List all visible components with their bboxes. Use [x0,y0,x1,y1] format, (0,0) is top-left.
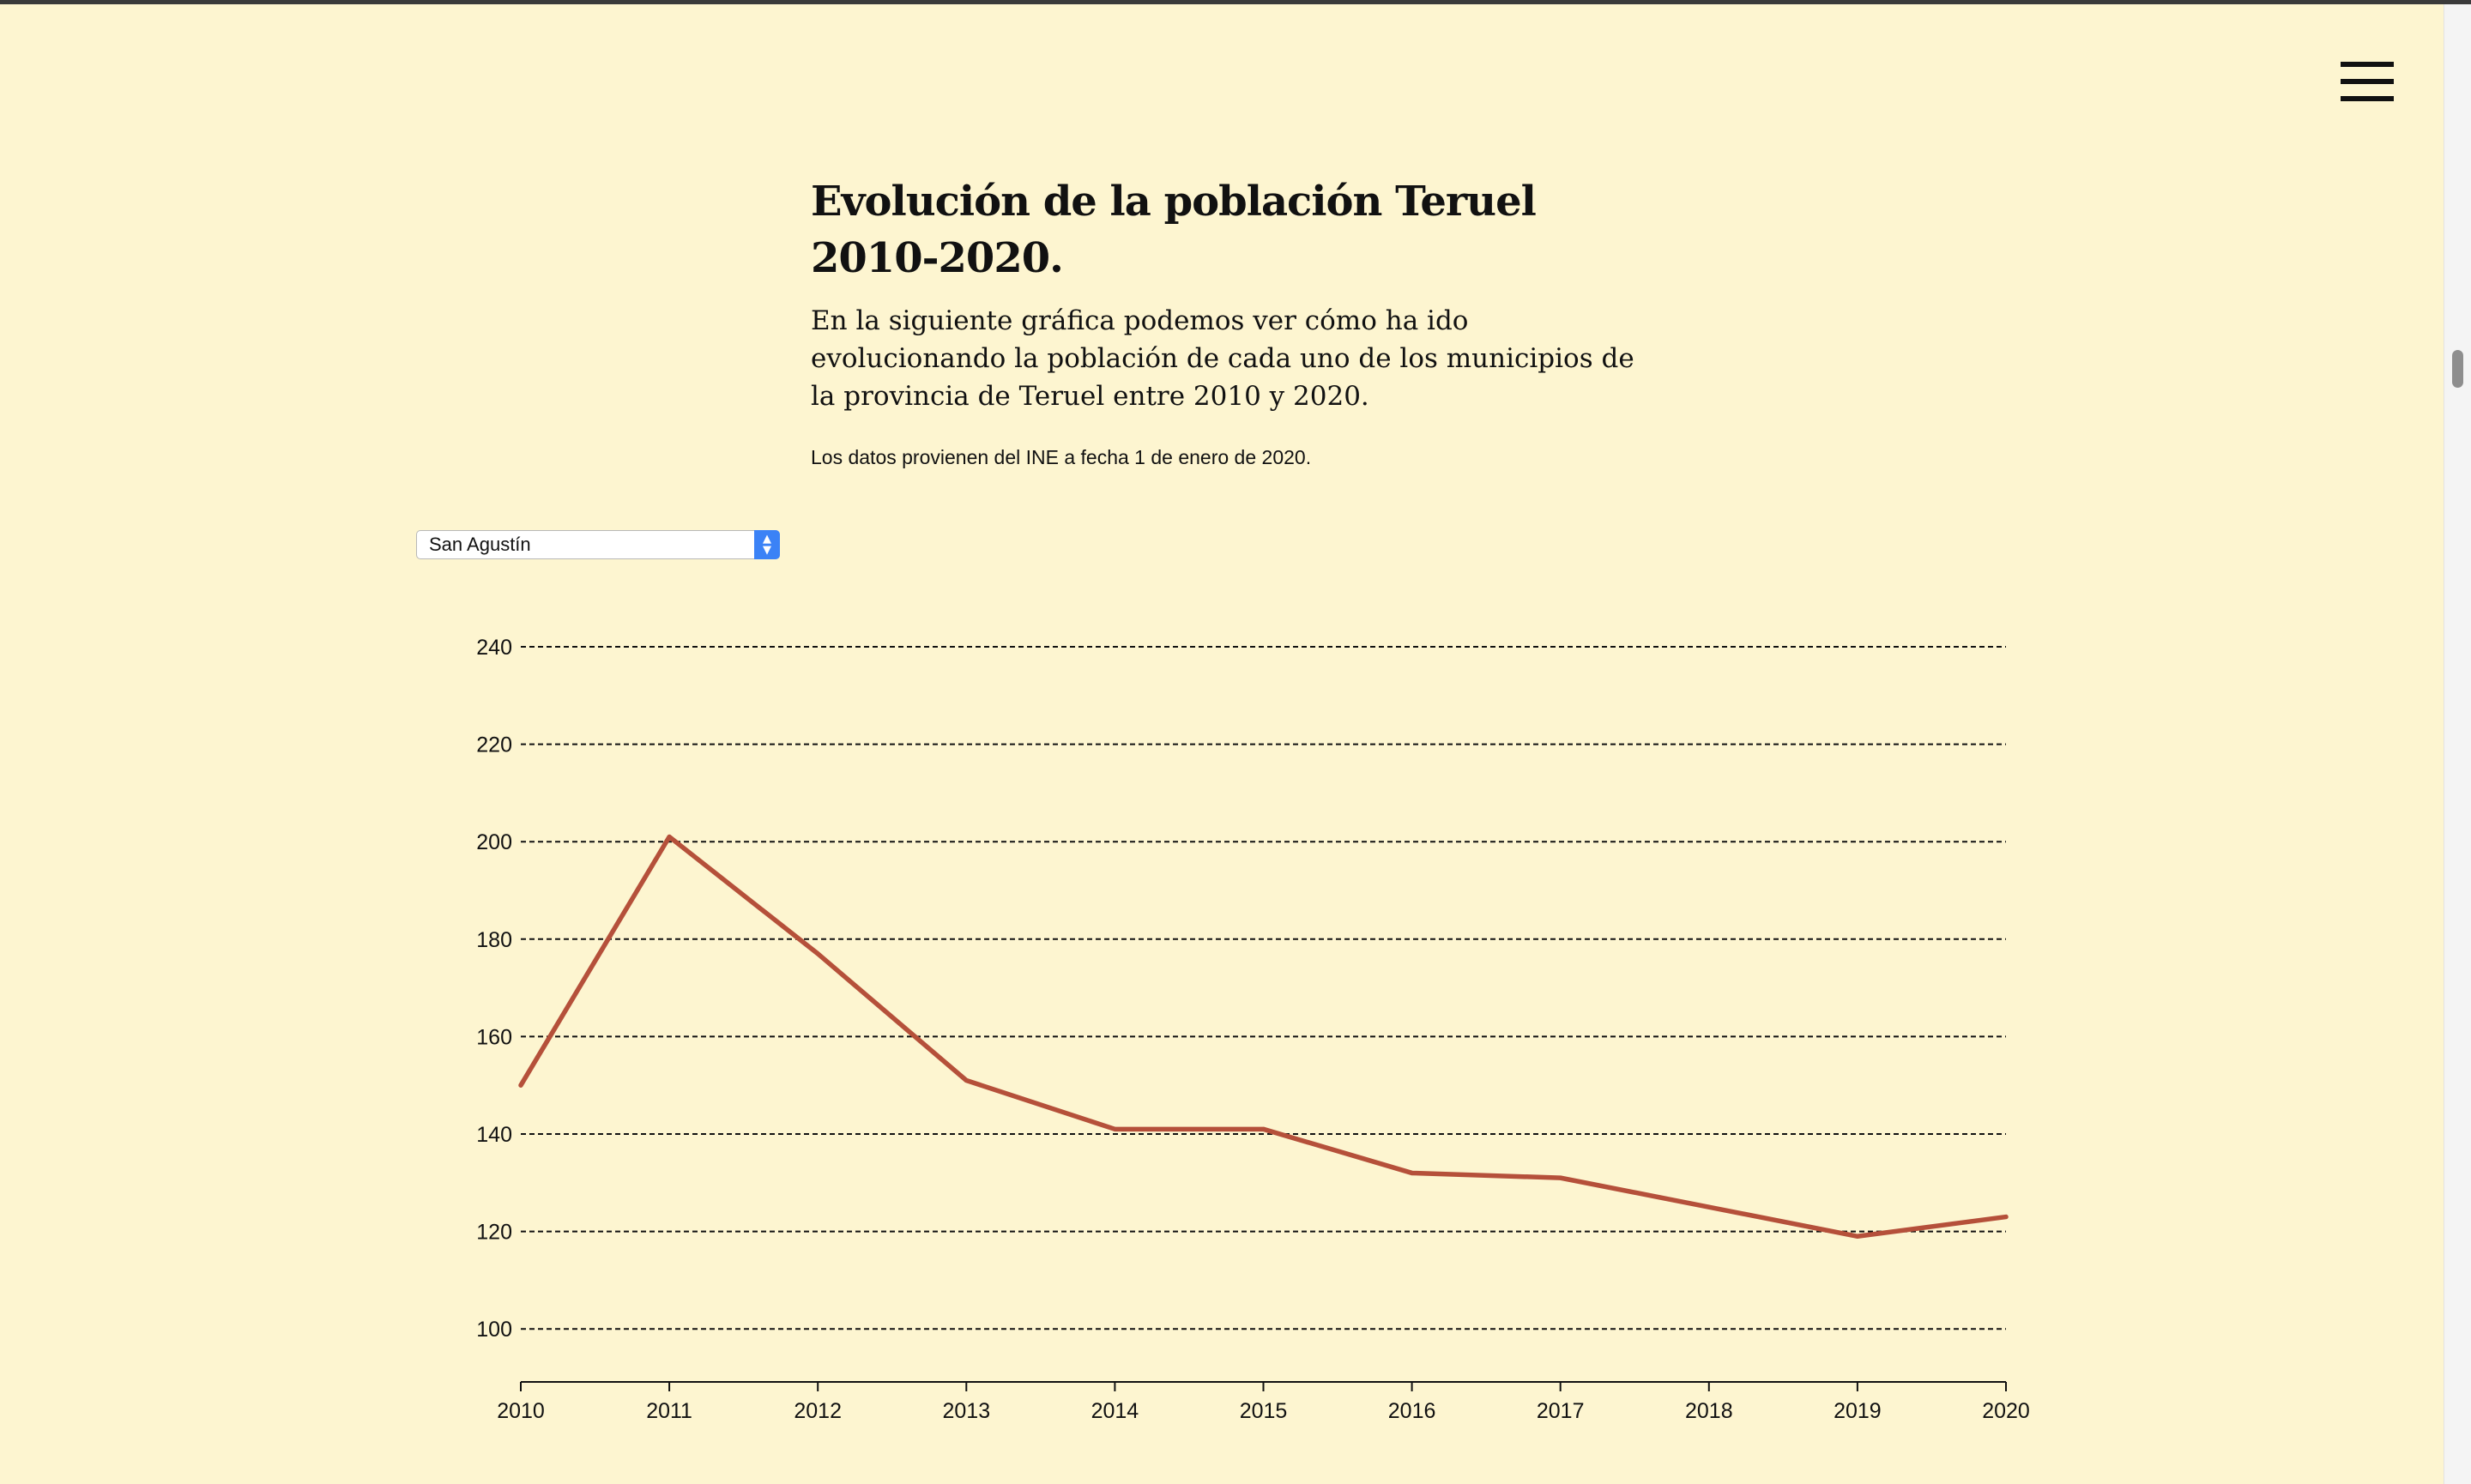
x-tick-label: 2012 [794,1399,842,1423]
x-tick-label: 2018 [1685,1399,1733,1423]
data-point [1261,1126,1266,1131]
x-tick-label: 2016 [1388,1399,1436,1423]
hamburger-menu-icon[interactable] [2341,62,2394,101]
chart-axes: 100 120 140 160 180 200 220 240 2010 2011 2012 2013… [476,636,2030,1423]
y-tick-label: 140 [476,1123,512,1147]
intro-paragraph: En la siguiente gráfica podemos ver cómo… [811,305,1634,412]
data-point [1410,1170,1415,1175]
y-tick-label: 220 [476,733,512,757]
data-point [1558,1175,1563,1180]
municipality-select-value: San Agustín [429,534,531,555]
chart-series [518,834,2009,1240]
y-tick-label: 240 [476,636,512,660]
updown-chevron-icon: ▲ ▼ [754,530,780,559]
data-point [518,1083,523,1088]
menu-bar [2341,79,2394,84]
data-point [2003,1215,2009,1220]
y-tick-label: 160 [476,1025,512,1049]
y-tick-label: 180 [476,928,512,952]
x-tick-label: 2011 [646,1399,692,1423]
x-tick-label: 2019 [1834,1399,1882,1423]
scrollbar-thumb[interactable] [2452,350,2463,388]
y-tick-label: 120 [476,1221,512,1245]
x-tick-label: 2017 [1537,1399,1585,1423]
chart-gridlines [521,646,2006,1330]
data-point [1112,1126,1117,1131]
data-point [1707,1204,1712,1210]
source-note: Los datos provienen del INE a fecha 1 de… [811,446,1312,468]
x-tick-label: 2014 [1091,1399,1139,1423]
municipality-select[interactable]: San Agustín ▲ ▼ [416,530,780,559]
window-top-border [0,0,2471,4]
y-tick-label: 200 [476,830,512,854]
menu-bar [2341,62,2394,67]
x-tick-label: 2013 [942,1399,990,1423]
x-tick-label: 2010 [497,1399,545,1423]
data-point [964,1078,969,1083]
y-tick-label: 100 [476,1318,512,1342]
scrollbar-track[interactable] [2444,4,2471,1484]
data-point [1855,1234,1860,1239]
data-point [667,835,672,840]
x-tick-label: 2020 [1982,1399,2030,1423]
page-title: Evolución de la población Teruel 2010-20… [811,178,1537,282]
x-tick-label: 2015 [1240,1399,1288,1423]
data-point [815,951,820,956]
menu-bar [2341,96,2394,101]
